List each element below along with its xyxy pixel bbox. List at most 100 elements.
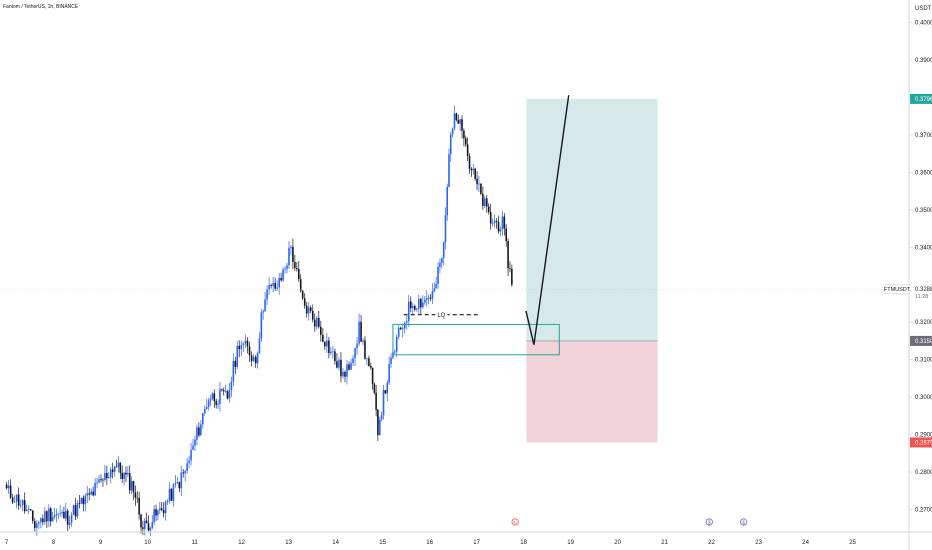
candle-body[interactable] [92,491,94,496]
candle-body[interactable] [262,311,265,313]
entry-price-tag[interactable] [910,335,932,346]
candle-body[interactable] [31,510,34,521]
candle-body[interactable] [352,358,354,363]
candle-body[interactable] [268,285,270,290]
candle-body[interactable] [117,462,120,467]
candle-body[interactable] [128,473,131,491]
candle-body[interactable] [113,466,116,472]
candle-body[interactable] [286,265,288,269]
candle-body[interactable] [40,518,42,523]
candle-body[interactable] [33,520,36,528]
candle-body[interactable] [104,472,106,480]
candle-body[interactable] [422,302,424,308]
candle-body[interactable] [96,482,98,484]
candle-body[interactable] [495,220,498,222]
candle-body[interactable] [202,413,204,425]
candle-body[interactable] [211,393,214,399]
candle-body[interactable] [478,183,480,185]
candle-body[interactable] [501,216,504,230]
candle-body[interactable] [184,470,186,474]
candle-body[interactable] [433,288,436,292]
candle-body[interactable] [288,247,290,266]
candle-body[interactable] [334,351,336,362]
candle-body[interactable] [143,520,146,529]
candle-body[interactable] [246,340,249,347]
candle-body[interactable] [468,156,471,169]
candle-body[interactable] [378,419,381,435]
stop-price-tag[interactable] [910,437,932,448]
candle-body[interactable] [102,479,104,481]
candle-body[interactable] [427,297,430,299]
candle-body[interactable] [459,119,461,124]
candle-body[interactable] [414,306,416,310]
candle-body[interactable] [11,497,14,503]
candle-body[interactable] [121,472,124,479]
candle-body[interactable] [209,398,212,401]
candle-body[interactable] [480,183,482,194]
candle-body[interactable] [168,488,171,501]
candle-body[interactable] [221,389,223,391]
candle-body[interactable] [491,222,494,224]
candle-body[interactable] [38,522,40,524]
candle-body[interactable] [258,338,261,354]
candle-body[interactable] [215,401,218,405]
candle-body[interactable] [23,500,26,512]
candle-body[interactable] [230,381,233,391]
candle-body[interactable] [346,364,348,377]
candle-body[interactable] [294,261,296,269]
candle-body[interactable] [338,359,340,368]
candle-body[interactable] [474,168,476,179]
candle-body[interactable] [17,494,20,506]
candle-body[interactable] [7,485,10,489]
candle-body[interactable] [466,144,469,157]
candle-body[interactable] [76,502,79,517]
candle-body[interactable] [166,500,169,502]
candle-body[interactable] [482,193,484,206]
candle-body[interactable] [284,268,286,270]
candle-body[interactable] [157,510,159,516]
candle-body[interactable] [403,322,406,329]
candle-body[interactable] [360,321,362,342]
candle-body[interactable] [5,484,8,489]
candle-body[interactable] [451,128,454,135]
candle-body[interactable] [142,527,144,529]
candle-body[interactable] [344,371,346,377]
candle-body[interactable] [244,340,247,344]
candle-body[interactable] [63,511,65,519]
candle-body[interactable] [384,390,387,394]
candle-body[interactable] [134,492,137,498]
candle-body[interactable] [194,439,196,446]
candle-body[interactable] [297,269,300,280]
candle-body[interactable] [463,130,465,139]
candle-body[interactable] [115,466,118,468]
candle-body[interactable] [132,481,135,493]
candle-body[interactable] [377,409,379,435]
candle-body[interactable] [13,501,16,503]
candle-body[interactable] [441,258,443,263]
candle-body[interactable] [155,509,157,516]
candle-body[interactable] [228,390,231,399]
candle-body[interactable] [125,472,127,475]
candle-body[interactable] [509,268,511,270]
candle-body[interactable] [254,357,257,364]
fvg-box[interactable] [392,323,560,356]
candle-body[interactable] [49,508,52,522]
candle-body[interactable] [48,508,50,522]
candle-body[interactable] [442,242,445,259]
candle-body[interactable] [350,362,352,370]
candle-body[interactable] [162,510,165,514]
candle-body[interactable] [205,407,208,409]
candle-body[interactable] [25,509,28,512]
candle-body[interactable] [151,522,154,528]
candle-body[interactable] [188,460,190,464]
candle-body[interactable] [270,285,272,286]
candle-body[interactable] [65,510,67,519]
candle-body[interactable] [234,360,237,367]
candle-body[interactable] [280,278,282,281]
candle-body[interactable] [274,283,276,289]
candle-body[interactable] [51,517,54,522]
candle-body[interactable] [213,393,216,402]
candle-body[interactable] [19,504,22,506]
candle-body[interactable] [127,473,129,475]
candle-body[interactable] [29,509,32,511]
